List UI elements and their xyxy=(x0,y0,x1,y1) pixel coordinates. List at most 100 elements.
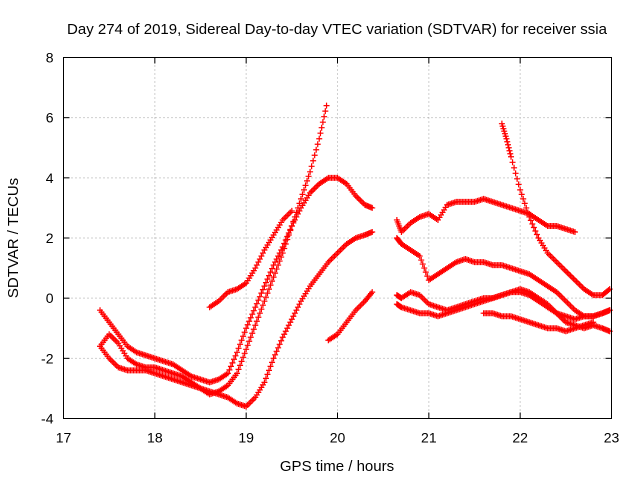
data-point xyxy=(317,130,324,137)
x-tick-label: 22 xyxy=(512,430,528,446)
data-point xyxy=(281,331,288,338)
data-point xyxy=(506,147,513,154)
data-point xyxy=(259,302,266,309)
data-point xyxy=(284,325,291,332)
data-point xyxy=(319,119,326,126)
data-point xyxy=(229,359,236,366)
data-point xyxy=(287,227,294,234)
data-point xyxy=(238,337,245,344)
data-point xyxy=(422,269,429,276)
data-point xyxy=(530,224,537,231)
data-point xyxy=(505,144,512,151)
y-tick-label: 4 xyxy=(46,170,54,186)
data-point xyxy=(246,318,253,325)
data-point xyxy=(226,366,233,373)
data-point xyxy=(266,272,272,279)
data-point xyxy=(247,314,254,321)
data-point xyxy=(261,379,268,386)
data-point xyxy=(369,204,376,211)
data-point xyxy=(256,310,263,317)
data-point xyxy=(266,367,272,374)
data-point xyxy=(255,314,262,321)
data-point xyxy=(258,290,265,297)
data-point xyxy=(521,200,528,207)
series-arc-3 xyxy=(97,228,376,410)
data-point xyxy=(524,209,531,216)
data-point xyxy=(282,241,289,248)
data-point xyxy=(275,253,282,260)
data-point xyxy=(321,113,328,120)
data-point xyxy=(520,195,527,202)
x-tick-label: 21 xyxy=(421,430,437,446)
data-point xyxy=(272,270,279,277)
data-point xyxy=(512,170,519,177)
data-point xyxy=(266,286,272,293)
data-point xyxy=(504,138,511,145)
data-point xyxy=(299,191,306,198)
data-point xyxy=(261,283,268,290)
data-point xyxy=(421,265,428,272)
data-point xyxy=(278,254,285,261)
data-point xyxy=(503,135,510,142)
y-tick-label: -2 xyxy=(41,350,54,366)
data-point xyxy=(253,300,260,307)
data-point xyxy=(276,258,283,265)
data-point xyxy=(275,262,282,269)
data-point xyxy=(241,329,248,336)
x-tick-label: 23 xyxy=(604,430,620,446)
data-point xyxy=(235,345,242,352)
data-point xyxy=(517,186,524,193)
data-marks xyxy=(97,102,613,410)
data-point xyxy=(241,350,248,357)
data-point xyxy=(313,146,320,153)
data-point xyxy=(255,259,262,266)
data-point xyxy=(307,168,314,175)
data-point xyxy=(224,370,231,377)
y-tick-label: -4 xyxy=(41,411,54,427)
data-point xyxy=(310,157,317,164)
data-point xyxy=(529,220,536,227)
data-point xyxy=(526,213,533,220)
series-arc-1 xyxy=(97,174,376,386)
data-point xyxy=(515,181,522,188)
data-point xyxy=(258,306,265,313)
data-point xyxy=(316,135,323,142)
data-point xyxy=(418,257,425,264)
data-point xyxy=(255,297,262,304)
data-point xyxy=(285,231,292,238)
data-point xyxy=(416,253,423,260)
data-point xyxy=(533,231,540,238)
x-axis-label: GPS time / hours xyxy=(280,458,394,475)
data-point xyxy=(287,319,294,326)
data-point xyxy=(249,330,256,337)
data-point xyxy=(304,177,311,184)
series-arc-10 xyxy=(480,310,597,335)
data-point xyxy=(308,163,315,170)
data-point xyxy=(275,344,282,351)
data-point xyxy=(278,337,285,344)
data-point xyxy=(504,141,511,148)
data-point xyxy=(237,362,244,369)
data-point xyxy=(269,359,276,366)
data-point xyxy=(253,262,260,269)
data-point xyxy=(282,328,289,335)
data-point xyxy=(240,354,247,361)
data-point xyxy=(243,346,250,353)
series-arc-9 xyxy=(393,286,613,335)
data-point xyxy=(419,261,426,268)
data-point xyxy=(527,217,534,224)
data-point xyxy=(294,204,301,211)
data-point xyxy=(297,195,304,202)
data-point xyxy=(296,301,303,308)
data-point xyxy=(267,282,274,289)
data-point xyxy=(507,150,514,157)
data-point xyxy=(590,319,597,326)
data-point xyxy=(238,358,245,365)
data-point xyxy=(302,182,309,189)
data-point xyxy=(424,273,431,280)
data-point xyxy=(296,207,303,214)
data-point xyxy=(258,253,265,260)
data-point xyxy=(514,175,521,182)
data-point xyxy=(235,366,242,373)
